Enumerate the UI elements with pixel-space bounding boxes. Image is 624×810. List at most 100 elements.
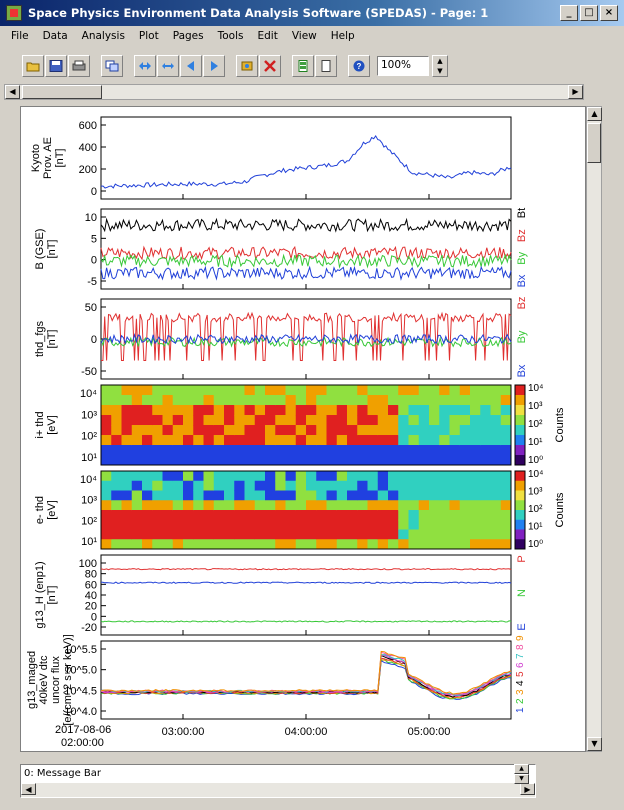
save-button[interactable]	[45, 55, 67, 77]
page-layout-button[interactable]	[292, 55, 314, 77]
settings-button[interactable]	[236, 55, 258, 77]
heatmap-cell	[224, 455, 235, 466]
legend-entry: 3	[515, 689, 526, 695]
forward-button[interactable]	[203, 55, 225, 77]
print-button[interactable]	[68, 55, 90, 77]
heatmap-cell	[203, 480, 215, 491]
help-button[interactable]: ?	[348, 55, 370, 77]
heatmap-cell	[306, 471, 317, 482]
msg-scroll-left[interactable]: ◀	[21, 783, 36, 795]
scroll-up-button[interactable]: ▲	[587, 107, 602, 121]
message-hscroll[interactable]: ◀ ▶	[21, 783, 535, 797]
heatmap-cell	[285, 405, 297, 416]
expand-button[interactable]	[157, 55, 179, 77]
menu-pages[interactable]: Pages	[172, 30, 204, 42]
menu-edit[interactable]: Edit	[257, 30, 278, 42]
scroll-down-button[interactable]: ▼	[587, 737, 602, 751]
heatmap-cell	[162, 500, 174, 511]
menu-help[interactable]: Help	[330, 30, 355, 42]
heatmap-cell	[295, 415, 307, 426]
plot-canvas[interactable]: Kyoto Prov. AE [nT] 600 400 200 0 B (GSE) [nT] 10…	[20, 106, 586, 752]
menu-plot[interactable]: Plot	[138, 30, 159, 42]
heatmap-cell	[254, 455, 266, 466]
heatmap-cell	[244, 480, 256, 491]
pan-button[interactable]	[134, 55, 156, 77]
colorbar-segment	[515, 425, 525, 436]
heatmap-cell	[367, 385, 379, 396]
scroll-right-button[interactable]: ▶	[568, 85, 583, 99]
heatmap-cell	[183, 539, 194, 550]
heatmap-cell	[295, 500, 307, 511]
heatmap-cell	[306, 490, 317, 501]
heatmap-cell	[459, 435, 471, 446]
spin-up-icon[interactable]: ▲	[437, 57, 443, 65]
msg-scroll-up[interactable]: ▲	[514, 764, 529, 774]
menu-view[interactable]: View	[291, 30, 317, 42]
heatmap-cell	[347, 445, 358, 456]
blank-page-button[interactable]	[315, 55, 337, 77]
menu-file[interactable]: File	[11, 30, 29, 42]
open-button[interactable]	[22, 55, 44, 77]
heatmap-cell	[347, 425, 358, 436]
heatmap-cell	[265, 510, 276, 521]
heatmap-cell	[459, 519, 471, 530]
heatmap-cell	[449, 385, 461, 396]
heatmap-cell	[408, 510, 420, 521]
menu-analysis[interactable]: Analysis	[81, 30, 125, 42]
heatmap-cell	[183, 425, 194, 436]
heatmap-cell	[347, 385, 358, 396]
heatmap-cell	[131, 519, 143, 530]
spin-down-icon[interactable]: ▼	[437, 67, 443, 75]
heatmap-cell	[316, 500, 327, 511]
heatmap-cell	[439, 435, 450, 446]
heatmap-cell	[224, 500, 235, 511]
maximize-button[interactable]: □	[580, 5, 598, 21]
heatmap-cell	[449, 435, 461, 446]
series-line-By	[100, 253, 512, 269]
delete-button[interactable]	[259, 55, 281, 77]
time-tick-label: 04:00:00	[285, 726, 328, 738]
heatmap-cell	[244, 490, 256, 501]
heatmap-cell	[254, 385, 266, 396]
heatmap-cell	[347, 519, 358, 530]
horizontal-scroll-thumb[interactable]	[22, 85, 102, 99]
close-button[interactable]: ×	[600, 5, 618, 21]
heatmap-cell	[367, 455, 379, 466]
y-axis-label: thd_fgs	[34, 320, 46, 357]
msg-scroll-down[interactable]: ▼	[514, 774, 529, 784]
colorbar-segment	[515, 529, 525, 540]
y-tick-label: 10^5.0	[64, 665, 97, 677]
copy-button[interactable]	[101, 55, 123, 77]
minimize-button[interactable]: _	[560, 5, 578, 21]
heatmap-cell	[172, 445, 184, 456]
back-button[interactable]	[180, 55, 202, 77]
heatmap-cell	[367, 510, 379, 521]
y-tick-label: 10³	[81, 495, 97, 507]
menu-data[interactable]: Data	[42, 30, 68, 42]
heatmap-cell	[388, 445, 399, 456]
heatmap-cell	[295, 435, 307, 446]
vertical-scroll-thumb[interactable]	[587, 123, 601, 163]
heatmap-cell	[326, 385, 338, 396]
heatmap-cell	[234, 471, 245, 482]
horizontal-scrollbar[interactable]: ◀ ▶	[4, 84, 584, 100]
menu-tools[interactable]: Tools	[217, 30, 244, 42]
heatmap-cell	[306, 445, 317, 456]
heatmap-cell	[480, 510, 491, 521]
message-text: 0: Message Bar	[24, 768, 102, 779]
heatmap-cell	[347, 415, 358, 426]
heatmap-cell	[285, 490, 297, 501]
scroll-left-button[interactable]: ◀	[5, 85, 20, 99]
zoom-input[interactable]: 100%	[377, 56, 429, 76]
svg-text:?: ?	[357, 62, 362, 71]
heatmap-cell	[336, 500, 348, 511]
heatmap-cell	[357, 405, 368, 416]
heatmap-cell	[500, 500, 512, 511]
vertical-scrollbar[interactable]: ▲ ▼	[586, 106, 602, 752]
heatmap-cell	[459, 539, 471, 550]
y-axis-label: B (GSE)	[34, 229, 46, 270]
zoom-spinner[interactable]: ▲ ▼	[432, 55, 448, 77]
heatmap-cell	[388, 529, 399, 540]
heatmap-cell	[193, 425, 204, 436]
message-vscroll[interactable]: ▲ ▼	[514, 764, 530, 798]
